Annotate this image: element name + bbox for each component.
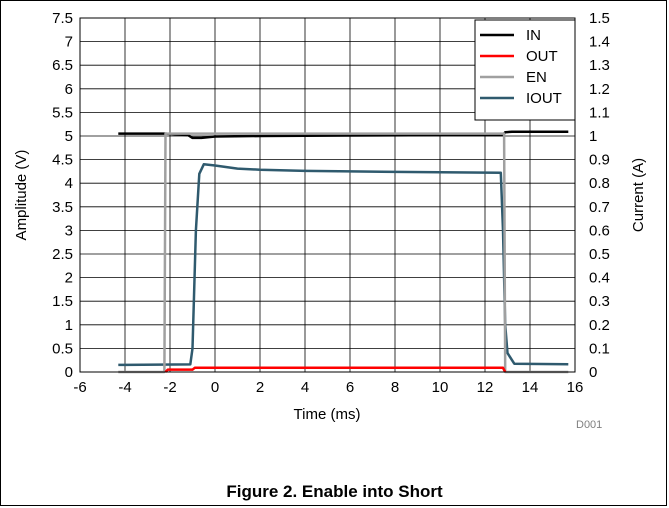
x-tick-label: 4: [301, 379, 309, 396]
y-left-axis-ticks: 0 0.5 1 1.5 2 2.5 3 3.5 4 4.5 5 5.5 6 6.5 7 7.5: [52, 10, 73, 381]
y-right-tick-label: 0.4: [589, 270, 610, 287]
legend-label-iout: IOUT: [526, 90, 562, 107]
x-tick-label: 12: [477, 379, 494, 396]
chart: -6 -4 -2 0 2 4 6 8 10 12 14 16 00.511.522.533.544.5…: [13, 10, 647, 431]
y-left-tick-label: 0.5: [52, 340, 73, 357]
series-line-en: [118, 132, 569, 374]
y-left-tick-label: 3: [65, 222, 73, 239]
legend-label-out: OUT: [526, 48, 558, 65]
y-left-tick-label: 2.5: [52, 246, 73, 263]
y-left-tick-label: 7: [65, 34, 73, 51]
plot-area-border: [79, 17, 576, 373]
figure-id: D001: [576, 419, 602, 431]
y-left-axis-title: Amplitude (V): [13, 150, 30, 241]
y-right-tick-label: 1.5: [589, 10, 610, 27]
x-tick-label: 0: [211, 379, 219, 396]
y-left-tick-label: 5.5: [52, 104, 73, 121]
x-tick-label: 16: [567, 379, 584, 396]
y-left-tick-label: 1: [65, 317, 73, 334]
y-right-tick-label: 0.9: [589, 152, 610, 169]
y-left-tick-label: 6.5: [52, 57, 73, 74]
series-line-in: [118, 130, 569, 140]
y-right-tick-label: 0: [589, 364, 597, 381]
y-right-tick-label: 0.3: [589, 293, 610, 310]
y-left-tick-label: 5: [65, 128, 73, 145]
series-layer: [118, 130, 569, 374]
y-right-tick-label: 1.2: [589, 81, 610, 98]
y-right-axis-title: Current (A): [630, 158, 647, 232]
y-left-tick-label: 3.5: [52, 199, 73, 216]
x-tick-label: 2: [256, 379, 264, 396]
y-left-tick-label: 0: [65, 364, 73, 381]
y-right-tick-label: 0.1: [589, 340, 610, 357]
series-line-out: [164, 366, 507, 373]
y-right-axis-ticks: 0 0.1 0.2 0.3 0.4 0.5 0.6 0.7 0.8 0.9 1 1.1 1.2 1.3 1.…: [589, 10, 610, 381]
y-left-tick-label: 1.5: [52, 293, 73, 310]
y-right-tick-label: 1.4: [589, 34, 610, 51]
x-tick-label: -6: [73, 379, 86, 396]
legend: IN OUT EN IOUT: [474, 19, 576, 121]
legend-box: [474, 19, 576, 121]
x-tick-label: 6: [346, 379, 354, 396]
y-right-tick-label: 0.8: [589, 175, 610, 192]
y-left-tick-label: 4: [65, 175, 73, 192]
figure-caption: Figure 2. Enable into Short: [226, 482, 443, 501]
y-right-tick-label: 1.3: [589, 57, 610, 74]
y-right-tick-label: 1: [589, 128, 597, 145]
y-right-tick-label: 0.6: [589, 222, 610, 239]
x-axis-ticks: -6 -4 -2 0 2 4 6 8 10 12 14 16: [73, 379, 583, 396]
y-right-tick-label: 0.5: [589, 246, 610, 263]
y-left-tick-label: 7.5: [52, 10, 73, 27]
y-right-tick-label: 0.7: [589, 199, 610, 216]
y-right-tick-label: 0.2: [589, 317, 610, 334]
y-right-tick-label: 1.1: [589, 104, 610, 121]
x-tick-label: 8: [391, 379, 399, 396]
series-line-iout: [118, 163, 569, 367]
legend-label-in: IN: [526, 27, 541, 44]
x-tick-label: 10: [432, 379, 449, 396]
legend-label-en: EN: [526, 69, 547, 86]
x-tick-label: -4: [118, 379, 131, 396]
x-tick-label: 14: [522, 379, 539, 396]
y-left-tick-label: 6: [65, 81, 73, 98]
x-tick-label: -2: [163, 379, 176, 396]
x-axis-title: Time (ms): [294, 406, 361, 423]
y-left-tick-label: 4.5: [52, 152, 73, 169]
y-left-tick-label: 2: [65, 270, 73, 287]
